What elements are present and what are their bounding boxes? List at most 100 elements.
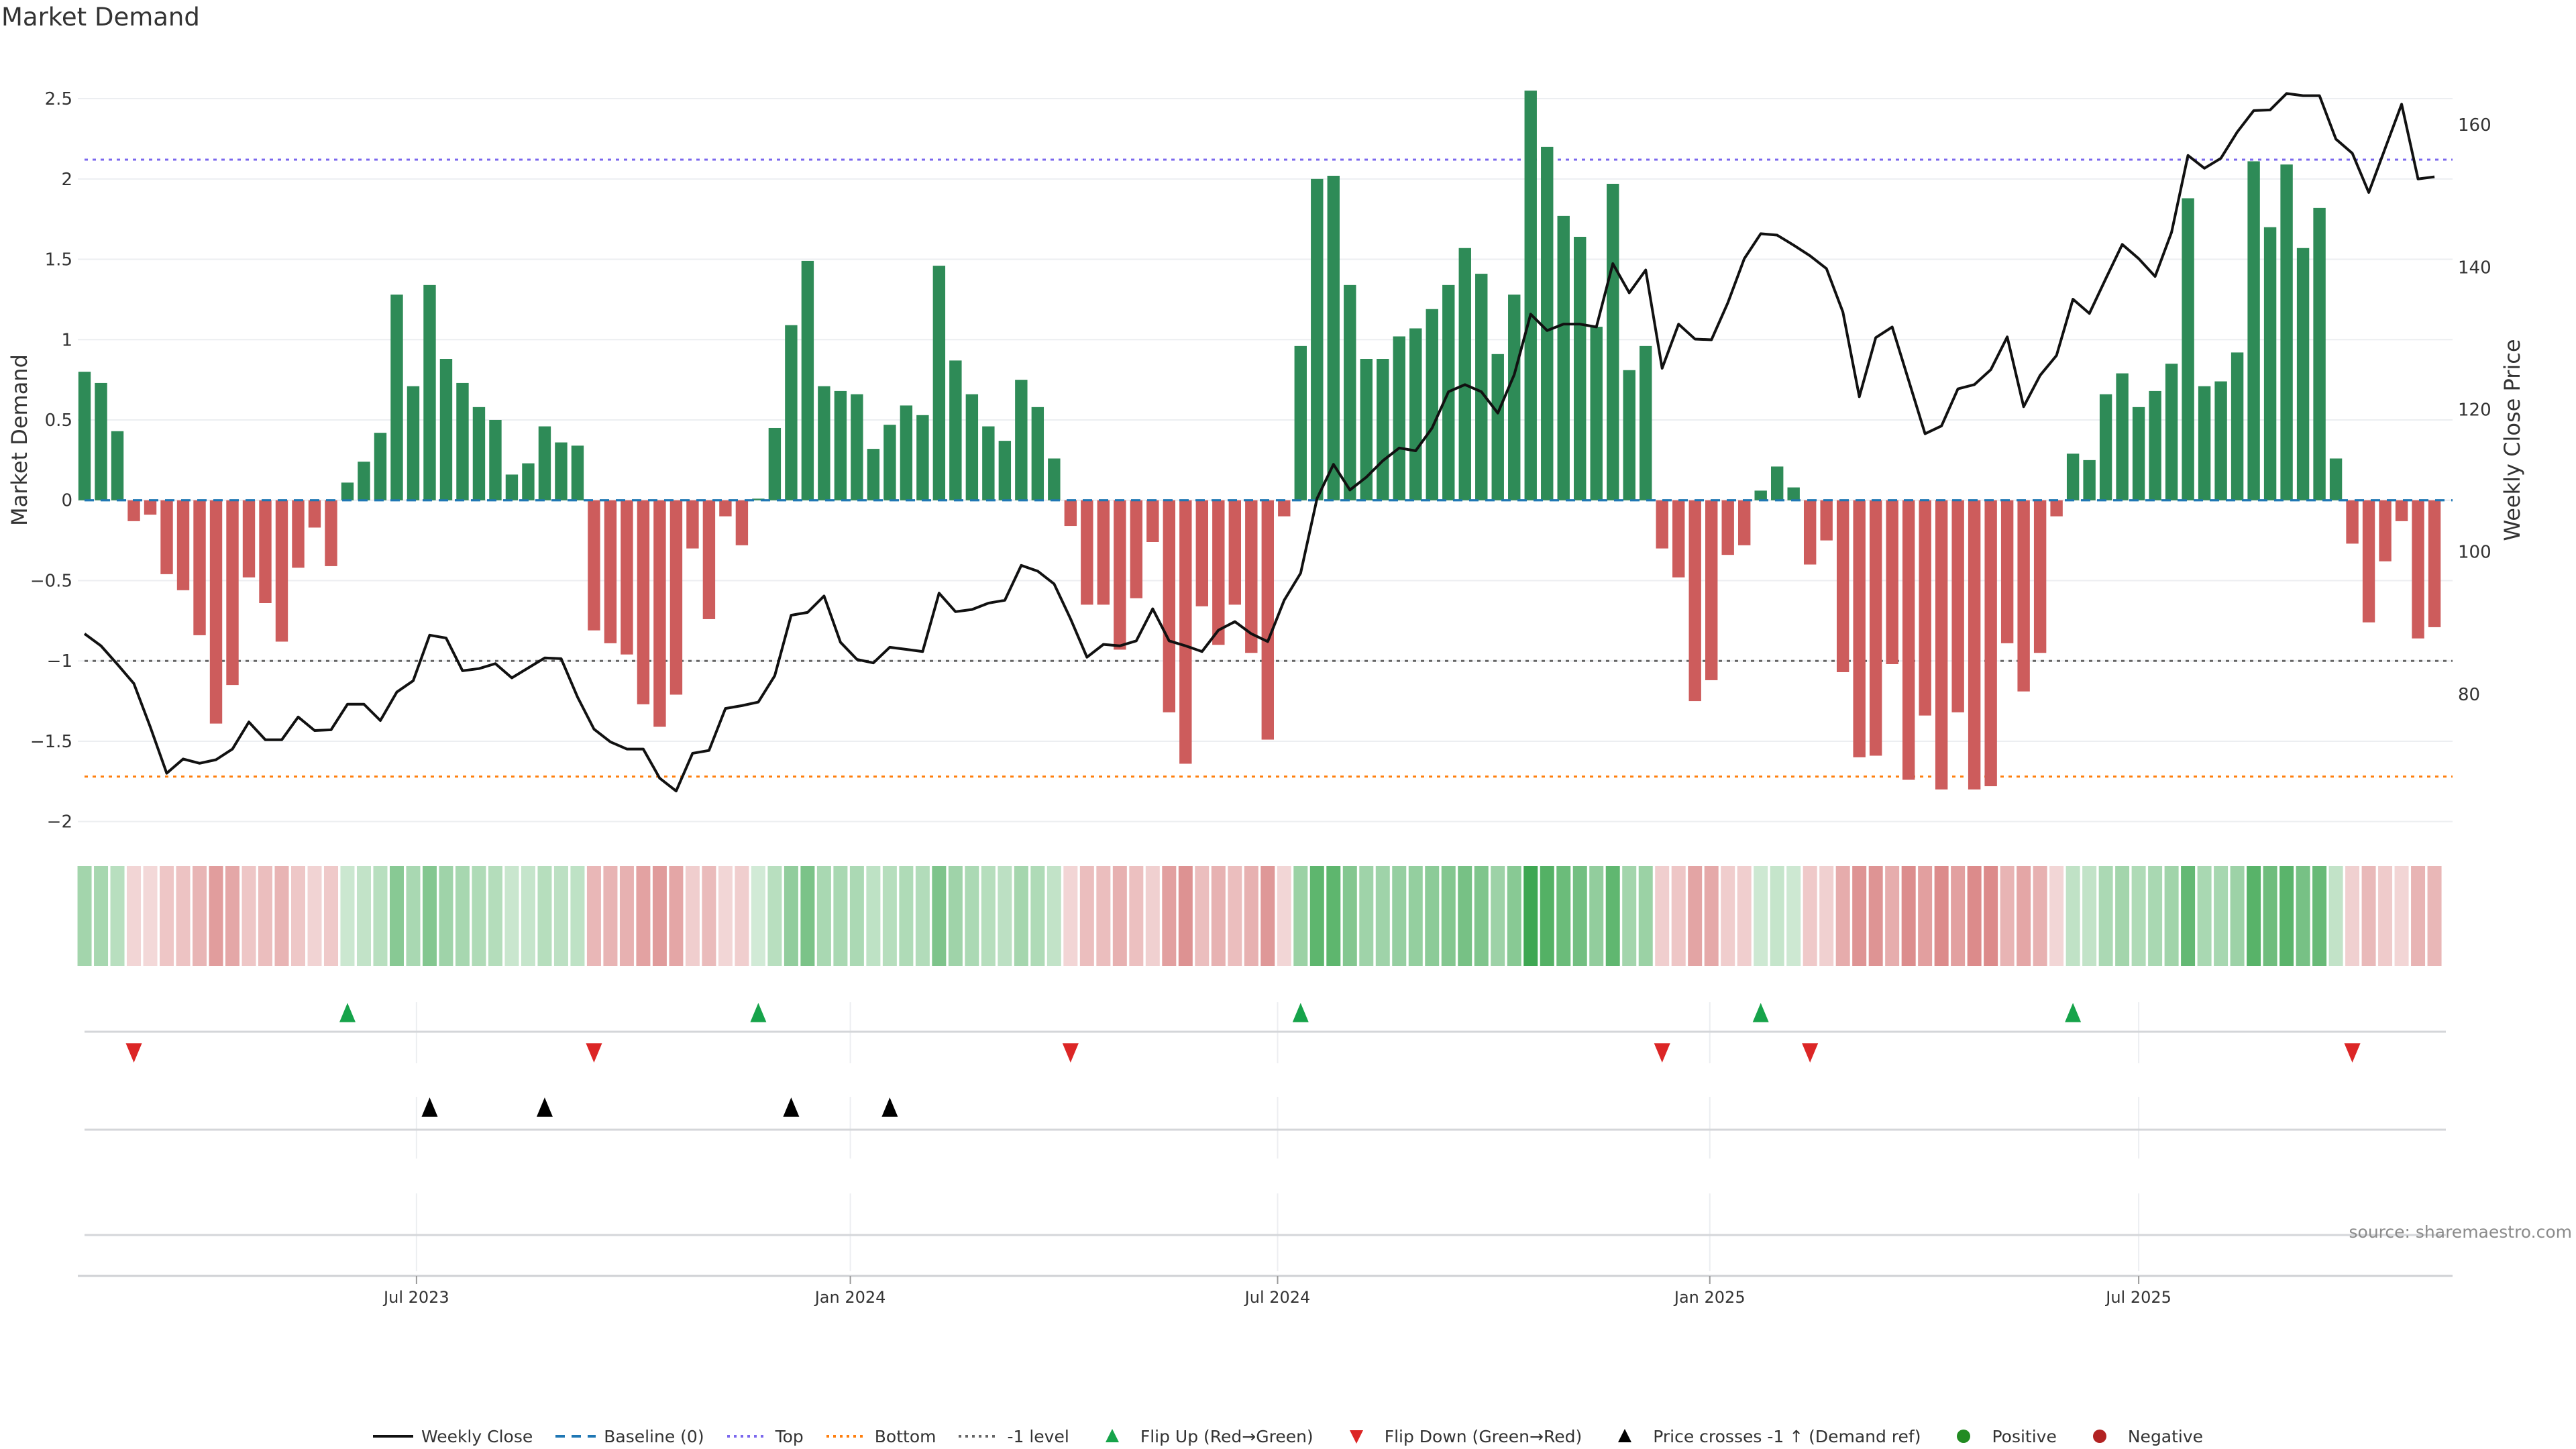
negative-demand-bar xyxy=(1130,500,1143,598)
flip-up-marker xyxy=(1292,1003,1309,1022)
legend-item: Weekly Close xyxy=(372,1426,533,1446)
dot-swatch-icon xyxy=(959,1435,1000,1438)
y-axis-title: Market Demand xyxy=(7,354,32,526)
heat-cell xyxy=(1967,866,1982,966)
positive-demand-bar xyxy=(2231,352,2244,500)
positive-demand-bar xyxy=(834,390,847,500)
heat-cell xyxy=(948,866,963,966)
positive-demand-bar xyxy=(1541,146,1554,500)
positive-demand-bar xyxy=(1590,327,1603,500)
legend-item: Top xyxy=(727,1426,804,1446)
legend-item: Flip Down (Green→Red) xyxy=(1336,1426,1582,1446)
positive-demand-bar xyxy=(472,407,486,500)
positive-demand-bar xyxy=(423,284,436,500)
heat-cell xyxy=(2378,866,2393,966)
heat-cell xyxy=(2148,866,2163,966)
y2-tick-label: 120 xyxy=(2458,400,2491,420)
positive-demand-bar xyxy=(2066,453,2080,500)
negative-demand-bar xyxy=(702,500,716,619)
negative-demand-bar xyxy=(1179,500,1192,764)
negative-demand-bar xyxy=(308,500,321,528)
heat-cell xyxy=(2230,866,2245,966)
legend-label: Flip Up (Red→Green) xyxy=(1140,1426,1313,1446)
heat-cell xyxy=(2263,866,2277,966)
x-tick-label: Jul 2023 xyxy=(382,1288,449,1307)
heat-cell xyxy=(1984,866,1998,966)
heat-cell xyxy=(193,866,207,966)
positive-demand-bar xyxy=(1327,176,1340,500)
heat-cell xyxy=(965,866,979,966)
dot-swatch-icon xyxy=(826,1435,867,1438)
heat-cell xyxy=(373,866,388,966)
legend-item: Bottom xyxy=(826,1426,936,1446)
heat-cell xyxy=(1918,866,1933,966)
heat-cell xyxy=(2328,866,2343,966)
positive-demand-bar xyxy=(2329,458,2343,500)
flip-down-marker xyxy=(1802,1043,1819,1063)
positive-demand-bar xyxy=(2083,460,2096,500)
heat-cell xyxy=(127,866,142,966)
legend-label: Weekly Close xyxy=(421,1426,533,1446)
heat-cell xyxy=(1359,866,1374,966)
negative-demand-bar xyxy=(1212,500,1225,645)
heat-cell xyxy=(932,866,947,966)
heat-cell xyxy=(800,866,815,966)
heat-cell xyxy=(2115,866,2130,966)
negative-demand-bar xyxy=(1064,500,1077,527)
heat-cell xyxy=(553,866,568,966)
negative-demand-bar xyxy=(2000,500,2014,643)
legend-label: Top xyxy=(775,1426,804,1446)
positive-demand-bar xyxy=(2313,207,2326,500)
heat-cell xyxy=(669,866,684,966)
heat-cell xyxy=(1228,866,1242,966)
heat-cell xyxy=(1852,866,1867,966)
positive-demand-bar xyxy=(2116,373,2129,500)
heat-cell xyxy=(307,866,322,966)
negative-demand-bar xyxy=(686,500,699,549)
negative-demand-bar xyxy=(1836,500,1849,672)
heat-cell xyxy=(2411,866,2426,966)
positive-demand-bar xyxy=(1393,336,1405,500)
y2-tick-label: 140 xyxy=(2458,258,2491,278)
positive-demand-bar xyxy=(801,260,814,500)
legend-label: Price crosses -1 ↑ (Demand ref) xyxy=(1653,1426,1921,1446)
negative-demand-bar xyxy=(325,500,337,566)
positive-demand-bar xyxy=(1754,490,1767,500)
positive-demand-bar xyxy=(752,498,765,500)
heat-cell xyxy=(1293,866,1308,966)
negative-demand-bar xyxy=(2050,500,2063,517)
positive-demand-bar xyxy=(1015,380,1028,500)
heat-cell xyxy=(1309,866,1324,966)
line-swatch-icon xyxy=(372,1435,413,1438)
heat-cell xyxy=(2312,866,2327,966)
y-tick-label: −1.5 xyxy=(30,732,72,752)
negative-demand-bar xyxy=(144,500,157,515)
heat-cell xyxy=(2247,866,2261,966)
positive-demand-bar xyxy=(883,425,896,500)
positive-demand-bar xyxy=(1344,284,1356,500)
source-credit: source: sharemaestro.com xyxy=(2349,1222,2573,1242)
positive-demand-bar xyxy=(1491,354,1504,500)
demand-heat-strip xyxy=(77,866,2442,966)
negative-demand-bar xyxy=(2017,500,2030,692)
positive-demand-bar xyxy=(1787,487,1800,500)
heat-cell xyxy=(1392,866,1407,966)
heat-cell xyxy=(94,866,109,966)
positive-demand-bar xyxy=(1524,91,1537,500)
price-cross-marker xyxy=(783,1097,800,1117)
heat-cell xyxy=(1901,866,1916,966)
heat-cell xyxy=(1441,866,1456,966)
heat-cell xyxy=(652,866,667,966)
positive-demand-bar xyxy=(2247,161,2260,500)
positive-demand-bar xyxy=(965,394,979,500)
heat-cell xyxy=(1507,866,1521,966)
triangle-down-icon xyxy=(1349,1430,1363,1444)
y-tick-label: 2 xyxy=(61,170,72,190)
positive-demand-bar xyxy=(1031,407,1044,500)
negative-demand-bar xyxy=(160,500,173,574)
y2-tick-label: 80 xyxy=(2458,685,2480,705)
heat-cell xyxy=(1688,866,1703,966)
heat-cell xyxy=(1885,866,1900,966)
positive-demand-bar xyxy=(555,442,568,500)
positive-demand-bar xyxy=(571,445,584,500)
